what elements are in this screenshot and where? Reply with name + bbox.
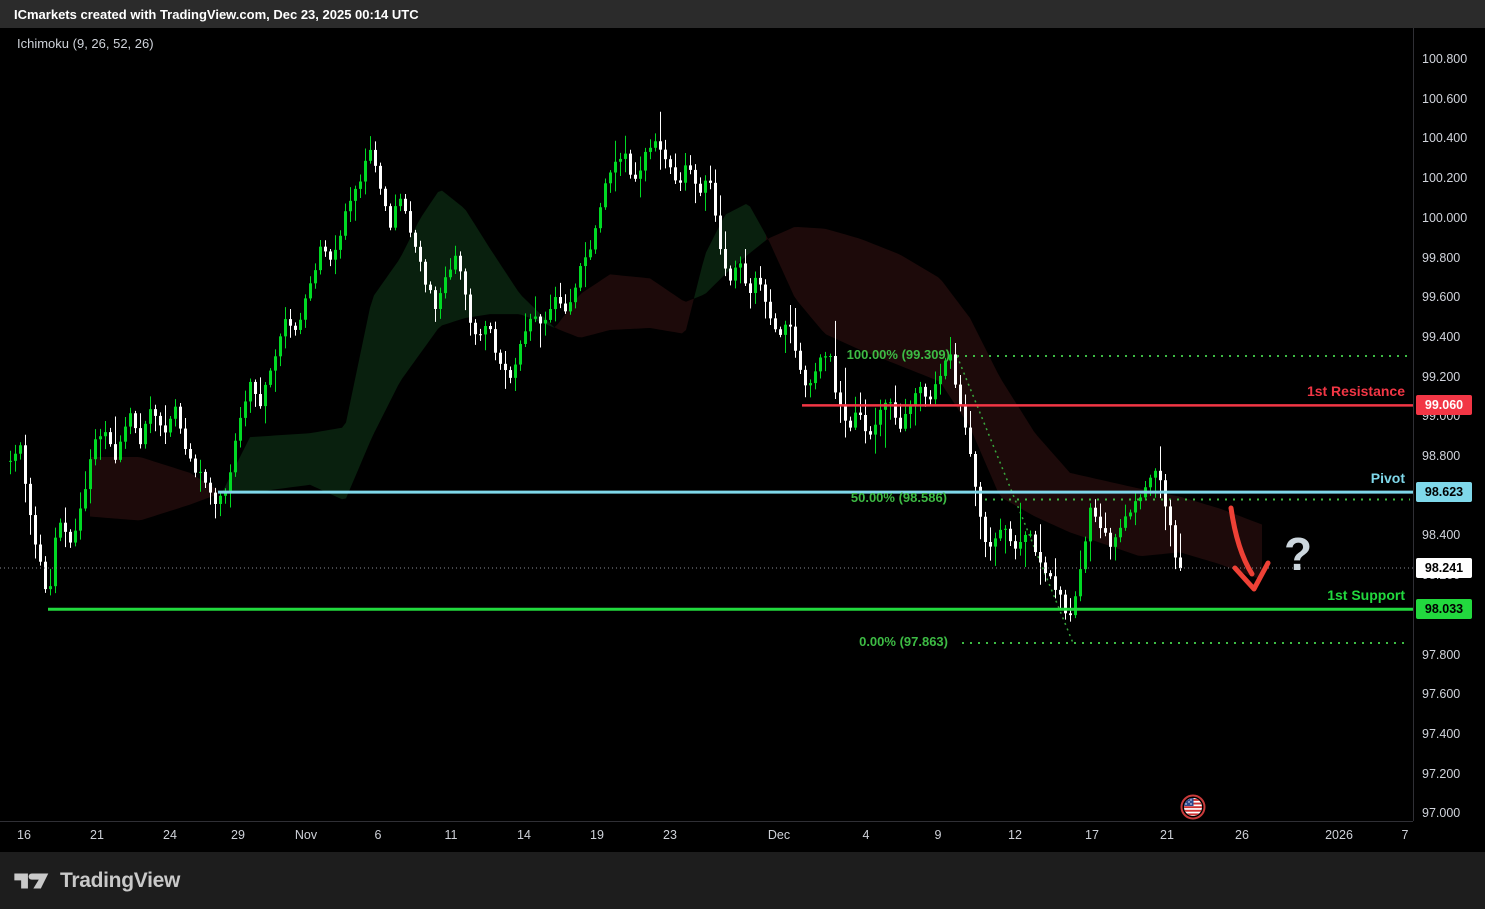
candlestick-series <box>9 111 1182 622</box>
fib-0-label: 0.00% (97.863) <box>859 633 948 649</box>
watermark-text: ICmarkets created with TradingView.com, … <box>14 6 419 22</box>
time-axis-label: 21 <box>1160 828 1174 842</box>
time-axis-label: 7 <box>1401 828 1409 842</box>
time-axis[interactable]: 16 21 24 29 Nov 6 11 14 19 23 Dec 4 9 12 17 21 26 2026 7 <box>0 821 1413 853</box>
time-axis-label: 12 <box>1008 828 1022 842</box>
time-axis-label: Nov <box>294 828 318 842</box>
time-axis-label: 24 <box>163 828 177 842</box>
pivot-label: Pivot <box>1370 470 1405 487</box>
time-axis-label: 9 <box>934 828 942 842</box>
time-axis-label: 26 <box>1235 828 1249 842</box>
price-axis-label: 99.800 <box>1422 250 1461 265</box>
watermark-bar: ICmarkets created with TradingView.com, … <box>0 0 1485 28</box>
down-arrow-annotation[interactable] <box>1228 505 1271 592</box>
time-axis-label: 16 <box>17 828 31 842</box>
time-axis-label: 23 <box>663 828 677 842</box>
time-axis-label: 14 <box>517 828 531 842</box>
fib-100-label: 100.00% (99.309) <box>846 346 950 362</box>
tradingview-logo-icon <box>14 873 49 888</box>
time-axis-label: 6 <box>374 828 382 842</box>
price-axis-label: 99.400 <box>1422 329 1461 344</box>
time-axis-label: 11 <box>444 828 458 842</box>
support-label: 1st Support <box>1327 587 1405 604</box>
price-axis-label: 98.800 <box>1422 449 1461 463</box>
time-axis-label: 4 <box>862 828 870 842</box>
pivot-price-badge: 98.623 <box>1416 482 1472 503</box>
price-axis-label: 97.600 <box>1422 687 1461 702</box>
last-price-badge: 98.241 <box>1416 557 1472 578</box>
tradingview-logo-text: TradingView <box>60 868 181 892</box>
price-axis-label: 100.000 <box>1422 210 1468 225</box>
time-axis-label: 17 <box>1085 828 1099 842</box>
price-axis-label: 100.400 <box>1422 131 1468 146</box>
fib-retracement[interactable] <box>956 354 1410 644</box>
question-mark-annotation: ? <box>1284 528 1313 580</box>
price-axis-label: 97.400 <box>1422 726 1461 741</box>
time-axis-label: Dec <box>767 828 791 842</box>
resistance-label: 1st Resistance <box>1306 383 1405 400</box>
time-axis-label: 29 <box>231 828 245 842</box>
price-axis-label: 97.800 <box>1422 647 1461 662</box>
price-axis-label: 99.600 <box>1422 290 1461 305</box>
price-axis-label: 97.000 <box>1422 806 1461 821</box>
time-axis-label: 19 <box>590 828 604 842</box>
us-flag-event-icon[interactable] <box>1180 794 1206 820</box>
time-axis-label: 21 <box>90 828 104 842</box>
footer-bar: TradingView <box>0 852 1485 909</box>
indicator-title[interactable]: Ichimoku (9, 26, 52, 26) <box>17 36 154 51</box>
price-axis[interactable]: 99.060 98.623 98.241 98.033 100.800 100.6… <box>1413 28 1485 821</box>
price-axis-label: 98.400 <box>1422 528 1461 543</box>
price-axis-label: 99.200 <box>1422 369 1461 384</box>
level-lines[interactable] <box>0 404 1413 611</box>
price-axis-label: 100.200 <box>1422 171 1468 186</box>
price-axis-label: 100.600 <box>1422 91 1468 106</box>
price-axis-label: 100.800 <box>1422 52 1468 66</box>
support-price-badge: 98.033 <box>1416 599 1472 620</box>
price-axis-label: 97.200 <box>1422 766 1461 781</box>
fib-50-label: 50.00% (98.586) <box>850 490 947 506</box>
tradingview-logo[interactable]: TradingView <box>13 868 180 894</box>
time-axis-label: 2026 <box>1325 828 1353 842</box>
resistance-price-badge: 99.060 <box>1416 395 1472 416</box>
